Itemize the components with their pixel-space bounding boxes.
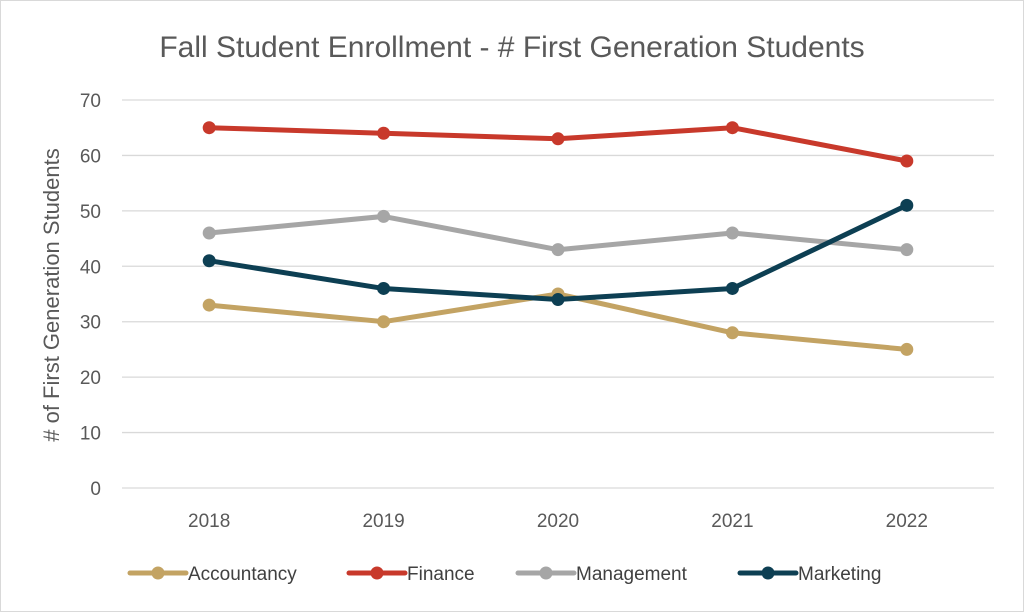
y-axis-ticks: 0 10 20 30 40 50 60 70 [80, 91, 101, 500]
data-point-marketing [202, 254, 216, 268]
legend: Accountancy Finance Management Marketing [127, 564, 881, 585]
y-tick-label: 0 [90, 479, 101, 500]
legend-swatch-marker [539, 566, 553, 580]
data-point-management [377, 209, 391, 223]
y-tick-label: 70 [80, 91, 101, 112]
legend-label: Finance [407, 564, 475, 585]
series-marketing [202, 198, 914, 307]
data-point-management [900, 243, 914, 257]
legend-label: Marketing [798, 564, 881, 585]
data-point-accountancy [377, 315, 391, 329]
series-management [202, 209, 914, 257]
legend-item-marketing: Marketing [737, 564, 881, 585]
data-point-management [725, 226, 739, 240]
x-tick-label: 2020 [537, 511, 579, 532]
y-tick-label: 20 [80, 368, 101, 389]
data-point-accountancy [900, 342, 914, 356]
legend-item-finance: Finance [346, 564, 475, 585]
data-point-finance [551, 132, 565, 146]
x-axis-ticks: 2018 2019 2020 2021 2022 [188, 511, 928, 532]
legend-swatch-marker [761, 566, 775, 580]
y-tick-label: 60 [80, 146, 101, 167]
legend-item-accountancy: Accountancy [127, 564, 297, 585]
data-point-management [551, 243, 565, 257]
data-point-accountancy [725, 326, 739, 340]
x-tick-label: 2022 [886, 511, 928, 532]
chart-title: Fall Student Enrollment - # First Genera… [159, 31, 864, 64]
y-tick-label: 40 [80, 257, 101, 278]
data-point-marketing [551, 293, 565, 307]
legend-swatch-marker [370, 566, 384, 580]
data-point-finance [202, 121, 216, 135]
legend-label: Management [576, 564, 688, 585]
series-lines [202, 121, 914, 356]
legend-swatch-marker [151, 566, 165, 580]
data-point-finance [377, 126, 391, 140]
data-point-accountancy [202, 298, 216, 312]
x-tick-label: 2018 [188, 511, 230, 532]
series-finance [202, 121, 914, 168]
x-tick-label: 2019 [362, 511, 404, 532]
data-point-marketing [377, 281, 391, 295]
x-tick-label: 2021 [711, 511, 753, 532]
legend-label: Accountancy [188, 564, 297, 585]
data-point-marketing [900, 198, 914, 212]
y-tick-label: 30 [80, 313, 101, 334]
y-axis-label: # of First Generation Students [39, 148, 64, 442]
legend-item-management: Management [515, 564, 688, 585]
data-point-finance [900, 154, 914, 168]
data-point-finance [725, 121, 739, 135]
y-tick-label: 50 [80, 202, 101, 223]
y-tick-label: 10 [80, 424, 101, 445]
data-point-marketing [725, 281, 739, 295]
data-point-management [202, 226, 216, 240]
gridlines [122, 99, 994, 489]
